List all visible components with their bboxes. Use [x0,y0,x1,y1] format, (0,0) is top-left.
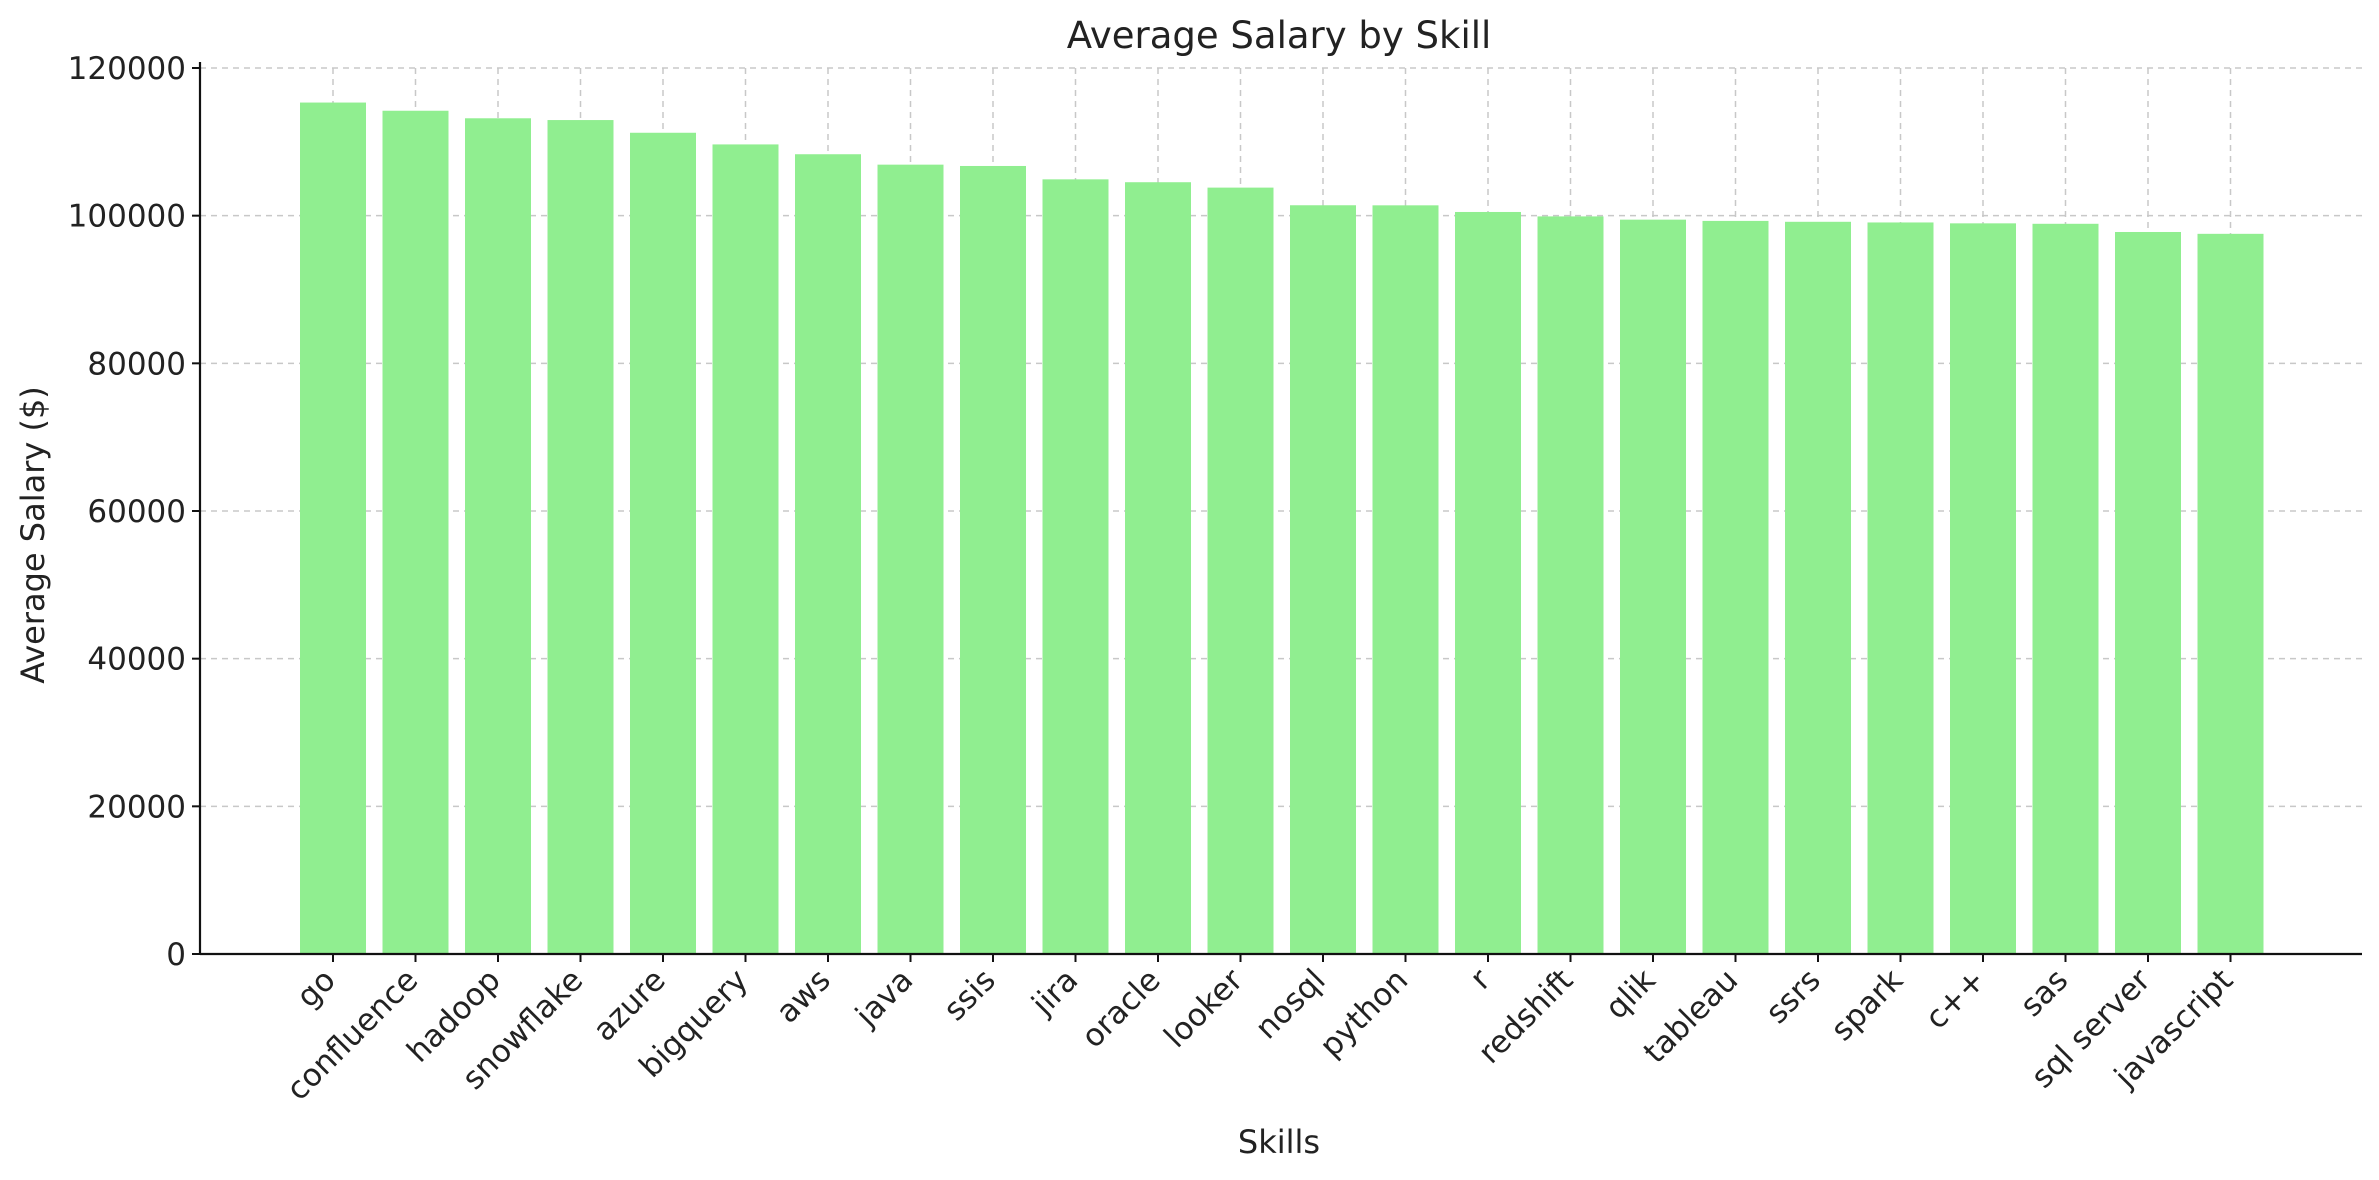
y-axis-label: Average Salary ($) [14,386,52,684]
y-tick-label: 80000 [87,346,186,382]
x-tick-label: r [1463,962,1498,997]
x-tick-label: ssrs [1759,962,1828,1031]
chart-title: Average Salary by Skill [1067,14,1492,57]
bar-go [300,102,366,954]
y-tick-label: 60000 [87,494,186,530]
y-tick-labels: 0 20000 40000 60000 80000 100000 120000 [68,51,200,973]
bar-snowflake [547,120,614,955]
bar-redshift [1537,216,1604,954]
bar-hadoop [465,118,531,954]
bar-python [1372,205,1439,954]
x-tick-label: qlik [1598,962,1662,1026]
x-tick-label: spark [1824,962,1910,1048]
x-tick-label: aws [769,962,837,1030]
bar-aws [795,154,861,955]
x-tick-label: jira [1024,962,1085,1023]
bar-javascript [2197,233,2264,955]
bars-layer [300,102,2264,955]
bar-confluence [382,110,449,954]
bar-ssis [960,165,1026,955]
x-tick-label: ssis [937,962,1003,1028]
bar-oracle [1125,182,1191,955]
x-tick-label: c++ [1918,962,1992,1036]
y-tick-label: 40000 [87,642,186,678]
y-tick-label: 20000 [87,789,186,825]
bar-r [1455,211,1521,955]
x-tick-label: oracle [1075,962,1168,1055]
x-tick-label: java [848,962,920,1034]
x-tick-label: go [290,962,343,1015]
bar-sas [2032,223,2099,954]
bar-looker [1207,187,1274,955]
x-tick-label: python [1313,962,1415,1064]
x-tick-label: sas [2013,962,2075,1024]
x-axis-label: Skills [1238,1123,1320,1161]
bar-qlik [1620,219,1686,954]
bar-spark [1867,222,1934,954]
bar-bigquery [712,144,779,955]
bar-sql-server [2115,231,2181,954]
y-tick-label: 0 [166,937,186,973]
bar-java [877,164,944,954]
y-tick-label: 100000 [68,199,186,235]
x-tick-labels: goconfluencehadoopsnowflakeazurebigquery… [280,954,2240,1108]
bar-ssrs [1785,221,1851,955]
x-tick-label: looker [1157,962,1250,1055]
bar-jira [1042,179,1109,954]
bar-azure [630,132,696,954]
bar-nosql [1290,205,1356,954]
y-tick-label: 120000 [68,51,186,87]
bar-tableau [1702,220,1769,955]
bar-c- [1950,223,2016,954]
